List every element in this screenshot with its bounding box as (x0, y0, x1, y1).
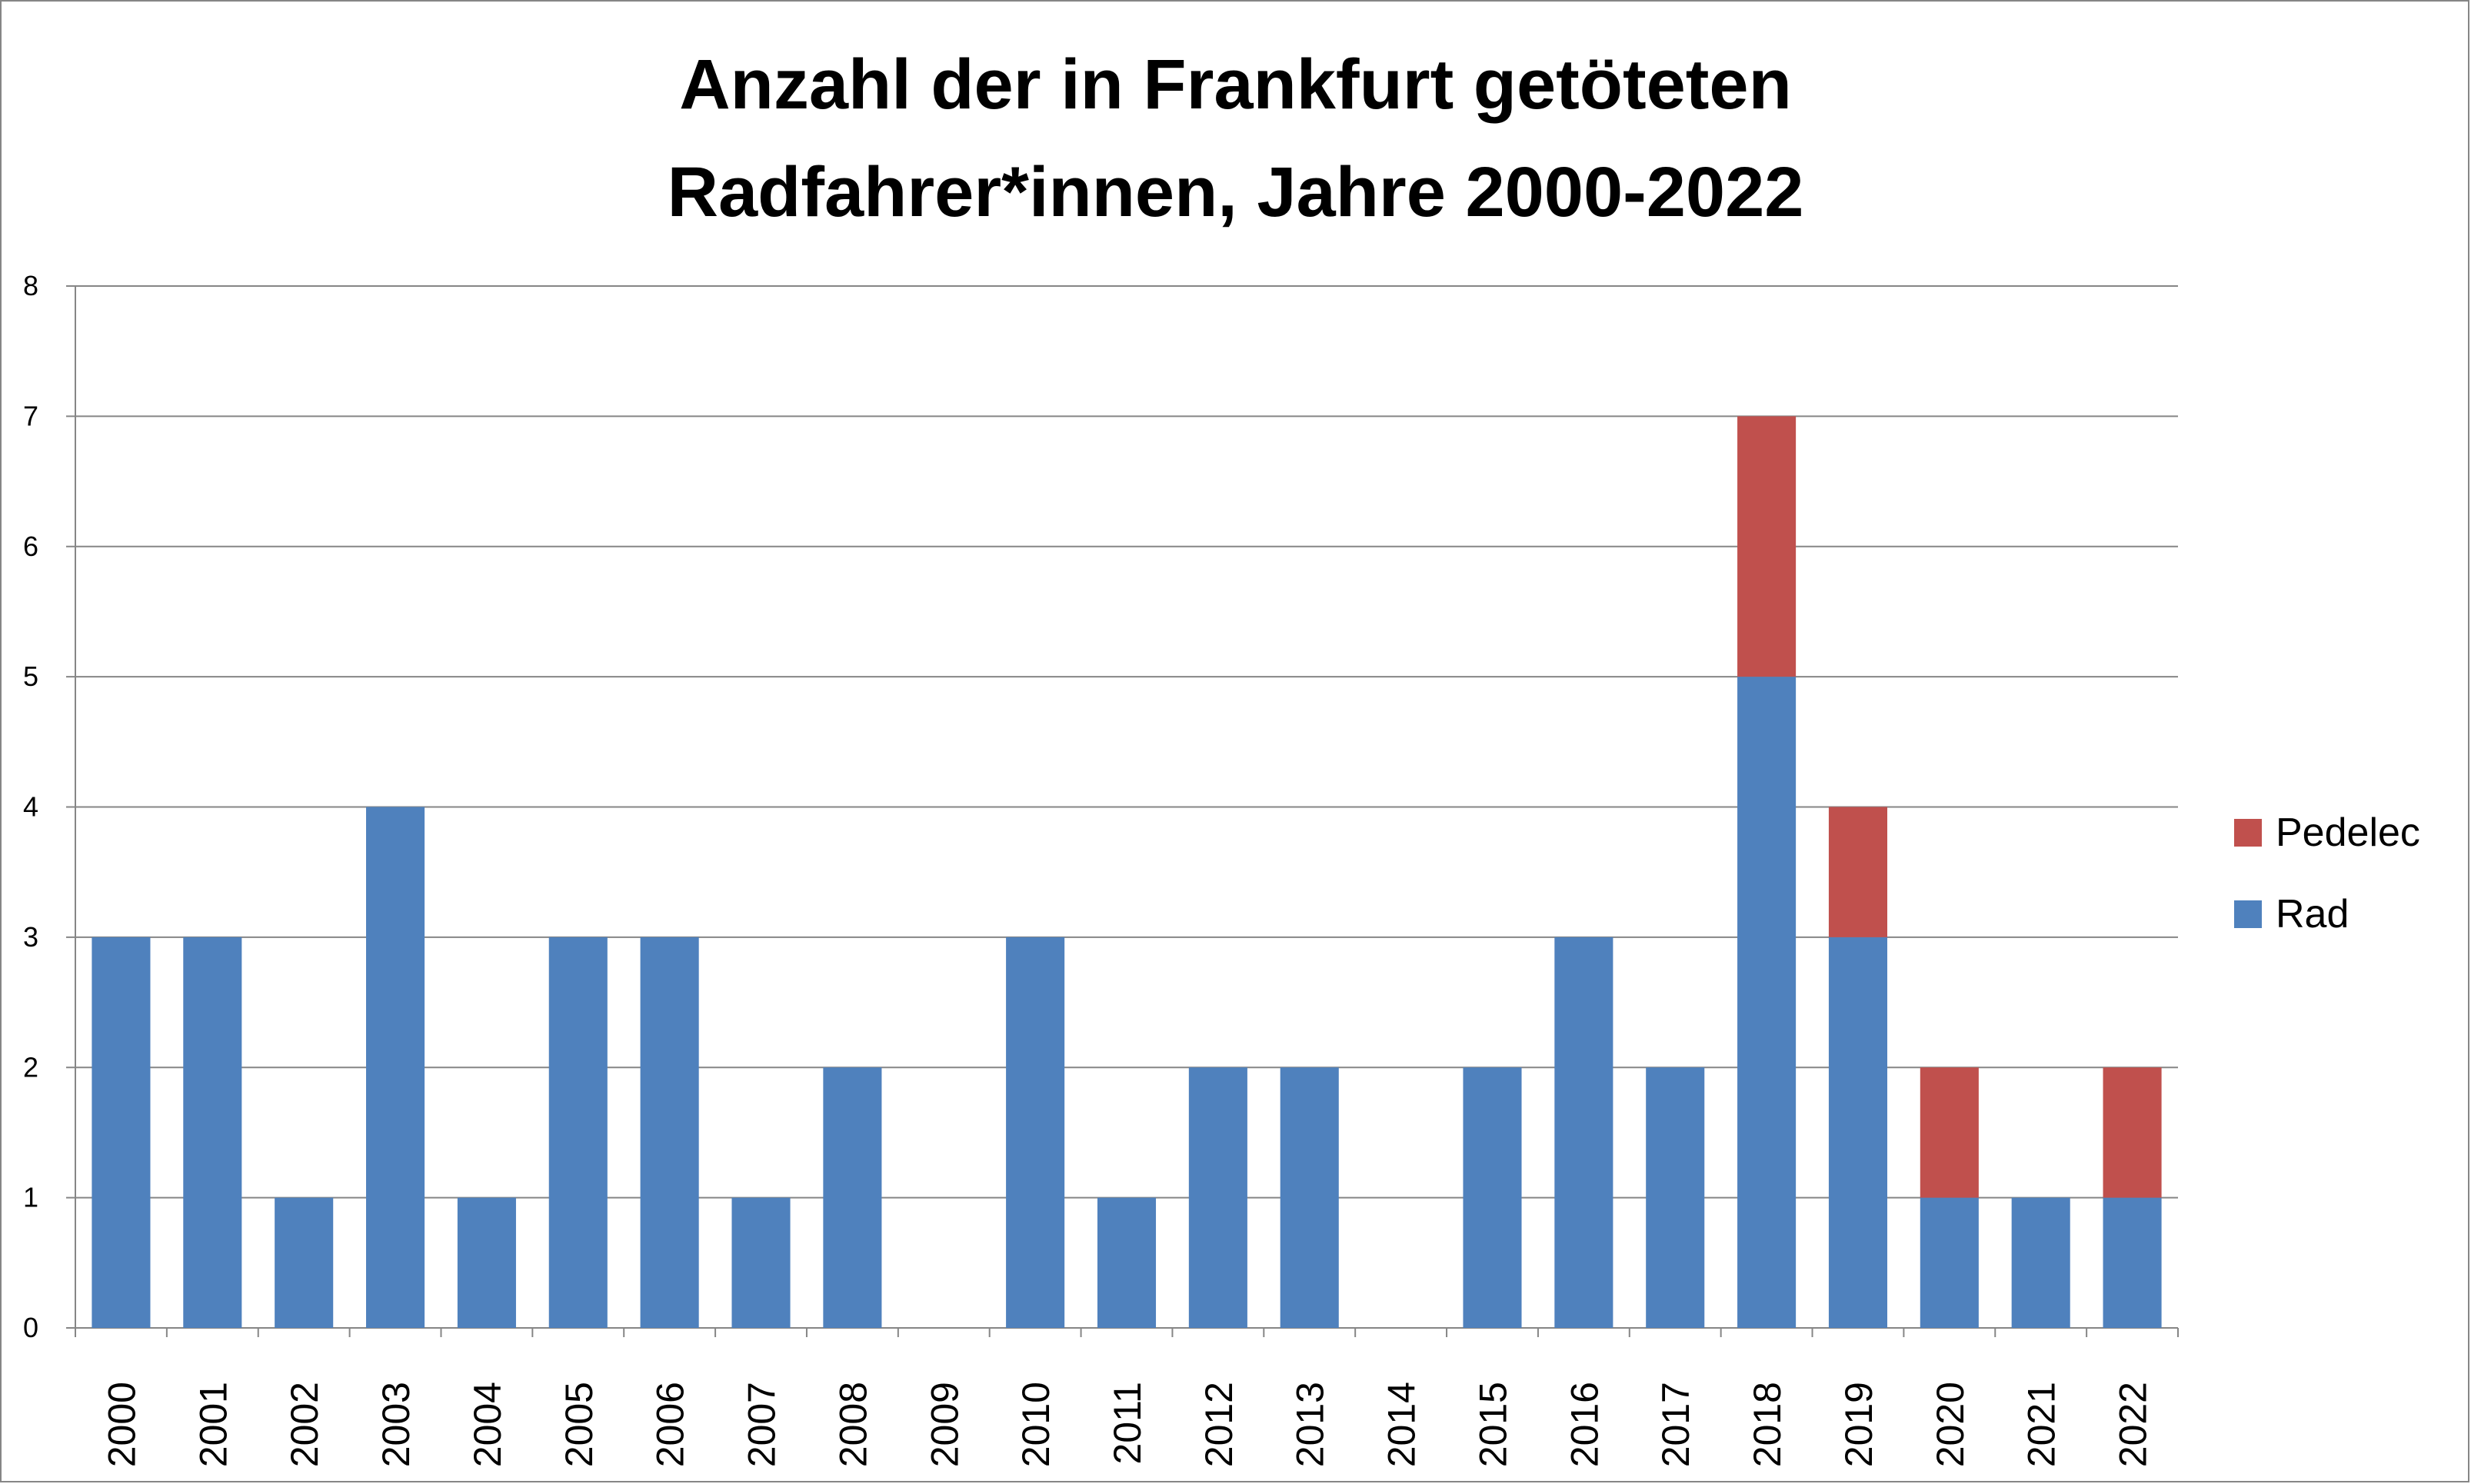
y-tick-label-4: 4 (23, 791, 38, 823)
x-tick-label-2022: 2022 (2112, 1382, 2155, 1467)
legend-item-pedelec: Pedelec (2234, 792, 2420, 873)
x-tick-label-2019: 2019 (1837, 1382, 1880, 1467)
x-tick-label-2005: 2005 (558, 1382, 601, 1467)
x-tick-label-2006: 2006 (649, 1382, 692, 1467)
x-tick-label-2014: 2014 (1380, 1382, 1424, 1467)
x-tick-label-2000: 2000 (100, 1382, 143, 1467)
bar-rad-2005 (548, 937, 608, 1328)
bar-rad-2007 (731, 1197, 791, 1328)
x-tick-label-2015: 2015 (1471, 1382, 1514, 1467)
y-tick-label-2: 2 (23, 1051, 38, 1083)
bar-rad-2015 (1463, 1067, 1522, 1328)
bar-rad-2016 (1554, 937, 1613, 1328)
legend-swatch-pedelec (2234, 819, 2262, 847)
chart-title: Anzahl der in Frankfurt getöteten Radfah… (0, 31, 2471, 246)
x-tick-label-2017: 2017 (1654, 1382, 1697, 1467)
bar-rad-2022 (2103, 1197, 2162, 1328)
x-tick-label-2020: 2020 (1929, 1382, 1972, 1467)
x-tick-label-2004: 2004 (466, 1382, 509, 1467)
x-tick-label-2016: 2016 (1563, 1382, 1606, 1467)
x-tick-label-2013: 2013 (1289, 1382, 1332, 1467)
chart-title-line-1: Anzahl der in Frankfurt getöteten (679, 45, 1792, 124)
x-tick-label-2002: 2002 (283, 1382, 326, 1467)
y-tick-label-0: 0 (23, 1312, 38, 1343)
bar-rad-2018 (1737, 677, 1797, 1328)
bar-rad-2003 (366, 807, 425, 1328)
x-tick-label-2012: 2012 (1197, 1382, 1240, 1467)
y-tick-label-1: 1 (23, 1182, 38, 1213)
x-tick-label-2007: 2007 (741, 1382, 784, 1467)
bar-rad-2011 (1097, 1197, 1157, 1328)
bar-rad-2020 (1920, 1197, 1979, 1328)
bar-rad-2012 (1188, 1067, 1247, 1328)
bar-rad-2017 (1646, 1067, 1705, 1328)
legend-label-pedelec: Pedelec (2276, 810, 2420, 855)
chart-title-line-2: Radfahrer*innen, Jahre 2000-2022 (667, 153, 1804, 231)
bar-pedelec-2020 (1920, 1067, 1979, 1198)
bar-rad-2021 (2011, 1197, 2070, 1328)
bar-rad-2004 (457, 1197, 516, 1328)
legend-swatch-rad (2234, 900, 2262, 928)
bar-rad-2019 (1828, 937, 1887, 1328)
x-tick-label-2003: 2003 (375, 1382, 418, 1467)
x-tick-label-2008: 2008 (831, 1382, 874, 1467)
x-tick-label-2018: 2018 (1746, 1382, 1789, 1467)
x-tick-label-2021: 2021 (2020, 1382, 2063, 1467)
bar-rad-2013 (1280, 1067, 1339, 1328)
y-tick-label-5: 5 (23, 660, 38, 692)
bar-rad-2000 (92, 937, 151, 1328)
x-tick-label-2001: 2001 (191, 1382, 235, 1467)
x-tick-label-2010: 2010 (1014, 1382, 1057, 1467)
x-tick-label-2009: 2009 (923, 1382, 966, 1467)
y-tick-label-8: 8 (23, 270, 38, 301)
bar-rad-2001 (183, 937, 242, 1328)
bar-pedelec-2022 (2103, 1067, 2162, 1198)
y-tick-label-6: 6 (23, 531, 38, 562)
x-tick-label-2011: 2011 (1106, 1382, 1149, 1465)
bar-rad-2002 (275, 1197, 334, 1328)
legend-label-rad: Rad (2276, 892, 2349, 937)
legend-item-rad: Rad (2234, 873, 2420, 955)
bar-rad-2008 (823, 1067, 882, 1328)
y-tick-label-7: 7 (23, 400, 38, 431)
bar-rad-2006 (640, 937, 699, 1328)
bar-pedelec-2018 (1737, 416, 1797, 677)
bar-pedelec-2019 (1828, 807, 1887, 937)
bar-rad-2010 (1006, 937, 1065, 1328)
legend: Pedelec Rad (2234, 792, 2420, 955)
y-tick-label-3: 3 (23, 921, 38, 953)
